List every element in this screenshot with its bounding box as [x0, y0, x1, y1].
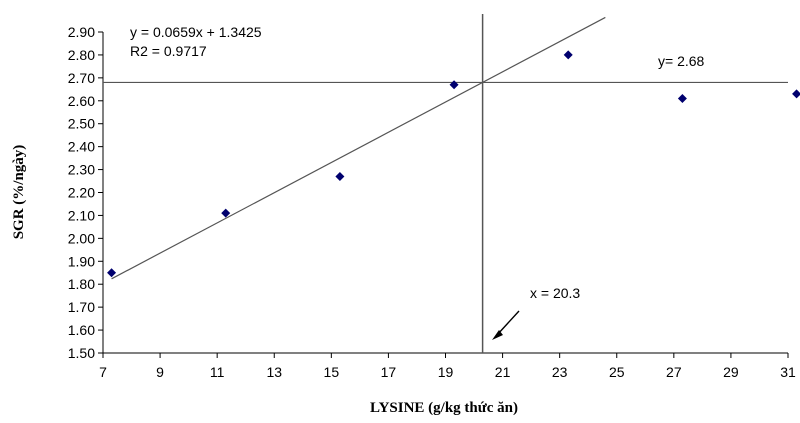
- y-tick-label: 2.10: [68, 207, 95, 223]
- data-point: [221, 208, 231, 218]
- x-tick-label: 27: [666, 364, 682, 380]
- y-tick-label: 1.90: [68, 253, 95, 269]
- y-tick-label: 1.50: [68, 345, 95, 361]
- x-tick-label: 29: [723, 364, 739, 380]
- y-tick-label: 2.50: [68, 116, 95, 132]
- y-tick-label: 1.80: [68, 276, 95, 292]
- x-tick-label: 13: [266, 364, 282, 380]
- x-tick-label: 21: [495, 364, 511, 380]
- y-tick-label: 2.20: [68, 185, 95, 201]
- x-tick-label: 31: [780, 364, 796, 380]
- x-axis-ticks: 7 9 11 13 15 17 19 21 23 25 27 29 31: [99, 353, 796, 380]
- y-axis-title: SGR (%/ngày): [11, 145, 27, 240]
- trendline: [111, 16, 606, 280]
- x-tick-label: 19: [438, 364, 454, 380]
- x-tick-label: 15: [324, 364, 340, 380]
- y-tick-label: 2.30: [68, 162, 95, 178]
- data-point: [792, 89, 800, 99]
- y-tick-label: 2.40: [68, 139, 95, 155]
- data-point: [107, 268, 117, 278]
- y-tick-label: 2.90: [68, 24, 95, 40]
- x-tick-label: 23: [552, 364, 568, 380]
- arrow-icon: [492, 310, 520, 340]
- y-tick-label: 2.70: [68, 70, 95, 86]
- y-tick-label: 2.80: [68, 47, 95, 63]
- data-point: [563, 50, 573, 60]
- x-tick-label: 25: [609, 364, 625, 380]
- y-tick-label: 1.60: [68, 322, 95, 338]
- hline-label: y= 2.68: [658, 53, 705, 69]
- y-tick-label: 1.70: [68, 299, 95, 315]
- trendline-equation: y = 0.0659x + 1.3425: [130, 24, 262, 40]
- data-point: [335, 171, 345, 181]
- x-axis-title: LYSINE (g/kg thức ăn): [370, 400, 518, 416]
- data-points: [107, 50, 800, 278]
- data-point: [677, 93, 687, 103]
- x-tick-label: 11: [210, 364, 225, 380]
- y-tick-label: 2.00: [68, 230, 95, 246]
- vline-label: x = 20.3: [530, 285, 580, 301]
- x-tick-label: 9: [156, 364, 164, 380]
- r-squared-label: R2 = 0.9717: [130, 43, 207, 59]
- y-tick-label: 2.60: [68, 93, 95, 109]
- y-axis-ticks: 1.50 1.60 1.70 1.80 1.90 2.00 2.10 2.20 2.30 2.40…: [68, 24, 103, 361]
- x-tick-label: 17: [381, 364, 397, 380]
- data-point: [449, 80, 459, 90]
- x-tick-label: 7: [99, 364, 107, 380]
